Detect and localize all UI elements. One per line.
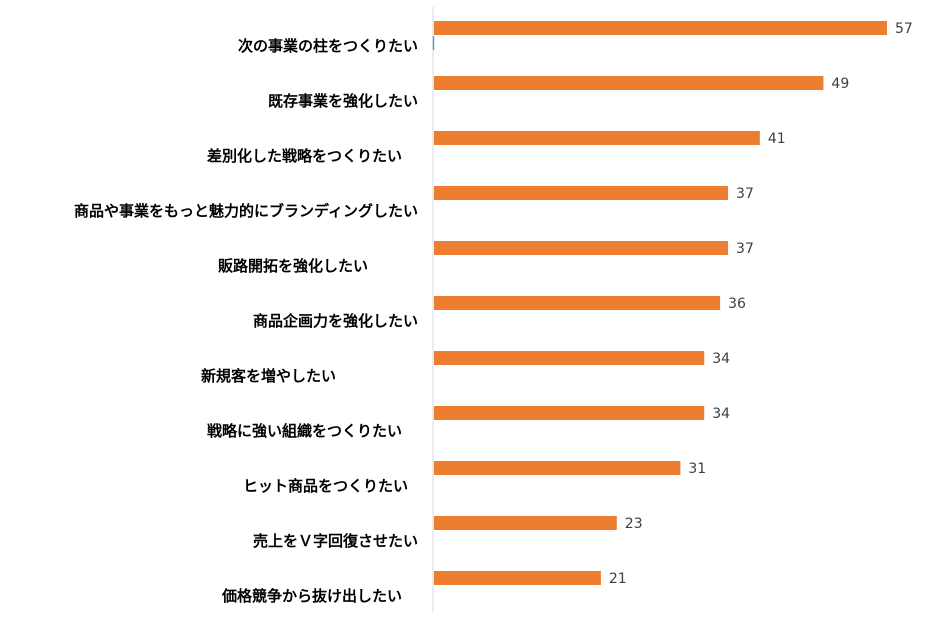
category-label-5: 販路開拓を強化したい: [218, 257, 368, 275]
bar-3: [434, 131, 760, 145]
data-label-2: 49: [831, 76, 849, 92]
data-label-3: 41: [768, 131, 786, 147]
bar-1: [434, 21, 887, 35]
data-label-9: 31: [688, 461, 706, 477]
bar-2: [434, 76, 824, 90]
category-label-7: 新規客を増やしたい: [201, 367, 336, 385]
bar-4: [434, 186, 729, 200]
data-label-10: 23: [625, 516, 643, 532]
bar-11: [434, 571, 601, 585]
data-label-6: 36: [728, 296, 746, 312]
category-label-2: 既存事業を強化したい: [268, 92, 418, 110]
category-label-1: 次の事業の柱をつくりたい: [238, 37, 418, 55]
category-label-9: ヒット商品をつくりたい: [243, 477, 408, 495]
category-label-4: 商品や事業をもっと魅力的にブランディングしたい: [74, 202, 418, 220]
bar-10: [434, 516, 617, 530]
category-label-10: 売上をＶ字回復させたい: [253, 532, 418, 550]
category-label-8: 戦略に強い組織をつくりたい: [207, 422, 402, 440]
bar-7: [434, 351, 705, 365]
category-label-11: 価格競争から抜け出したい: [221, 587, 402, 605]
bar-9: [434, 461, 681, 475]
data-label-1: 57: [895, 21, 913, 37]
category-label-6: 商品企画力を強化したい: [253, 312, 418, 330]
data-label-5: 37: [736, 241, 754, 257]
data-label-7: 34: [712, 351, 730, 367]
category-label-3: 差別化した戦略をつくりたい: [207, 147, 402, 165]
bar-8: [434, 406, 705, 420]
bar-6: [434, 296, 721, 310]
data-label-11: 21: [609, 571, 627, 587]
data-label-4: 37: [736, 186, 754, 202]
bar-5: [434, 241, 729, 255]
data-label-8: 34: [712, 406, 730, 422]
